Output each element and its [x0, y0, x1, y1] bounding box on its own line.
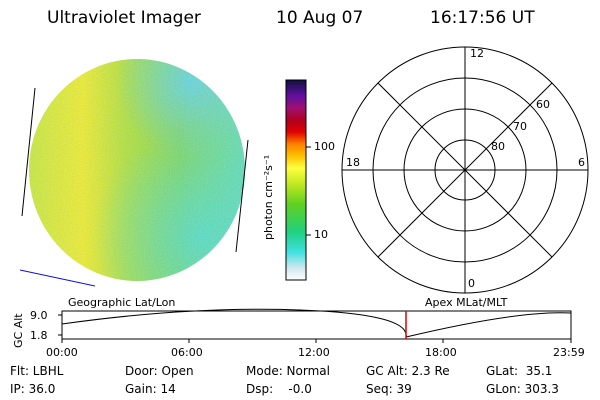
timeline-y-axis-label: GC Alt	[12, 313, 25, 348]
date-label: 10 Aug 07	[276, 8, 364, 28]
polar-diagonal-2	[377, 82, 553, 258]
status-glon: GLon: 303.3	[486, 382, 559, 396]
mlt-label-0: 0	[468, 277, 475, 290]
horizon-line	[19, 269, 96, 287]
mlt-label-6: 6	[578, 156, 585, 169]
status-door: Door: Open	[125, 364, 194, 378]
status-dsp: Dsp: -0.0	[246, 382, 312, 396]
altitude-curve	[61, 308, 572, 338]
uv-earth-image	[29, 59, 245, 281]
timeline-ytick-high: 9.0	[30, 309, 48, 322]
timeline-xtick-2359: 23:59	[553, 346, 585, 359]
status-gc-alt: GC Alt: 2.3 Re	[366, 364, 450, 378]
status-gain: Gain: 14	[125, 382, 176, 396]
status-flt: Flt: LBHL	[10, 364, 64, 378]
colorbar-unit-label: photon cm⁻²s⁻¹	[262, 154, 275, 240]
lat-label-80: 80	[491, 140, 505, 153]
colorbar-label-10: 10	[314, 228, 328, 241]
colorbar	[285, 79, 307, 281]
lat-label-60: 60	[536, 98, 550, 111]
limb-line-right	[235, 139, 249, 253]
timeline-xtick-1200: 12:00	[298, 346, 330, 359]
colorbar-label-100: 100	[314, 140, 335, 153]
instrument-title: Ultraviolet Imager	[47, 8, 201, 28]
status-glat: GLat: 35.1	[486, 364, 553, 378]
mlt-label-12: 12	[470, 47, 484, 60]
timeline-xtick-0600: 06:00	[171, 346, 203, 359]
status-seq: Seq: 39	[366, 382, 412, 396]
timeline-left-title: Geographic Lat/Lon	[68, 296, 176, 309]
timeline-right-title: Apex MLat/MLT	[425, 296, 508, 309]
time-label: 16:17:56 UT	[430, 8, 535, 28]
timeline-xtick-1800: 18:00	[425, 346, 457, 359]
polar-plot	[341, 46, 589, 294]
timeline-ytick-low: 1.8	[30, 329, 48, 342]
status-ip: IP: 36.0	[10, 382, 56, 396]
timeline-xtick-0000: 00:00	[46, 346, 78, 359]
timeline-ticks	[58, 314, 572, 343]
lat-label-70: 70	[513, 120, 527, 133]
limb-line-left	[21, 87, 36, 217]
status-mode: Mode: Normal	[246, 364, 330, 378]
mlt-label-18: 18	[346, 156, 360, 169]
